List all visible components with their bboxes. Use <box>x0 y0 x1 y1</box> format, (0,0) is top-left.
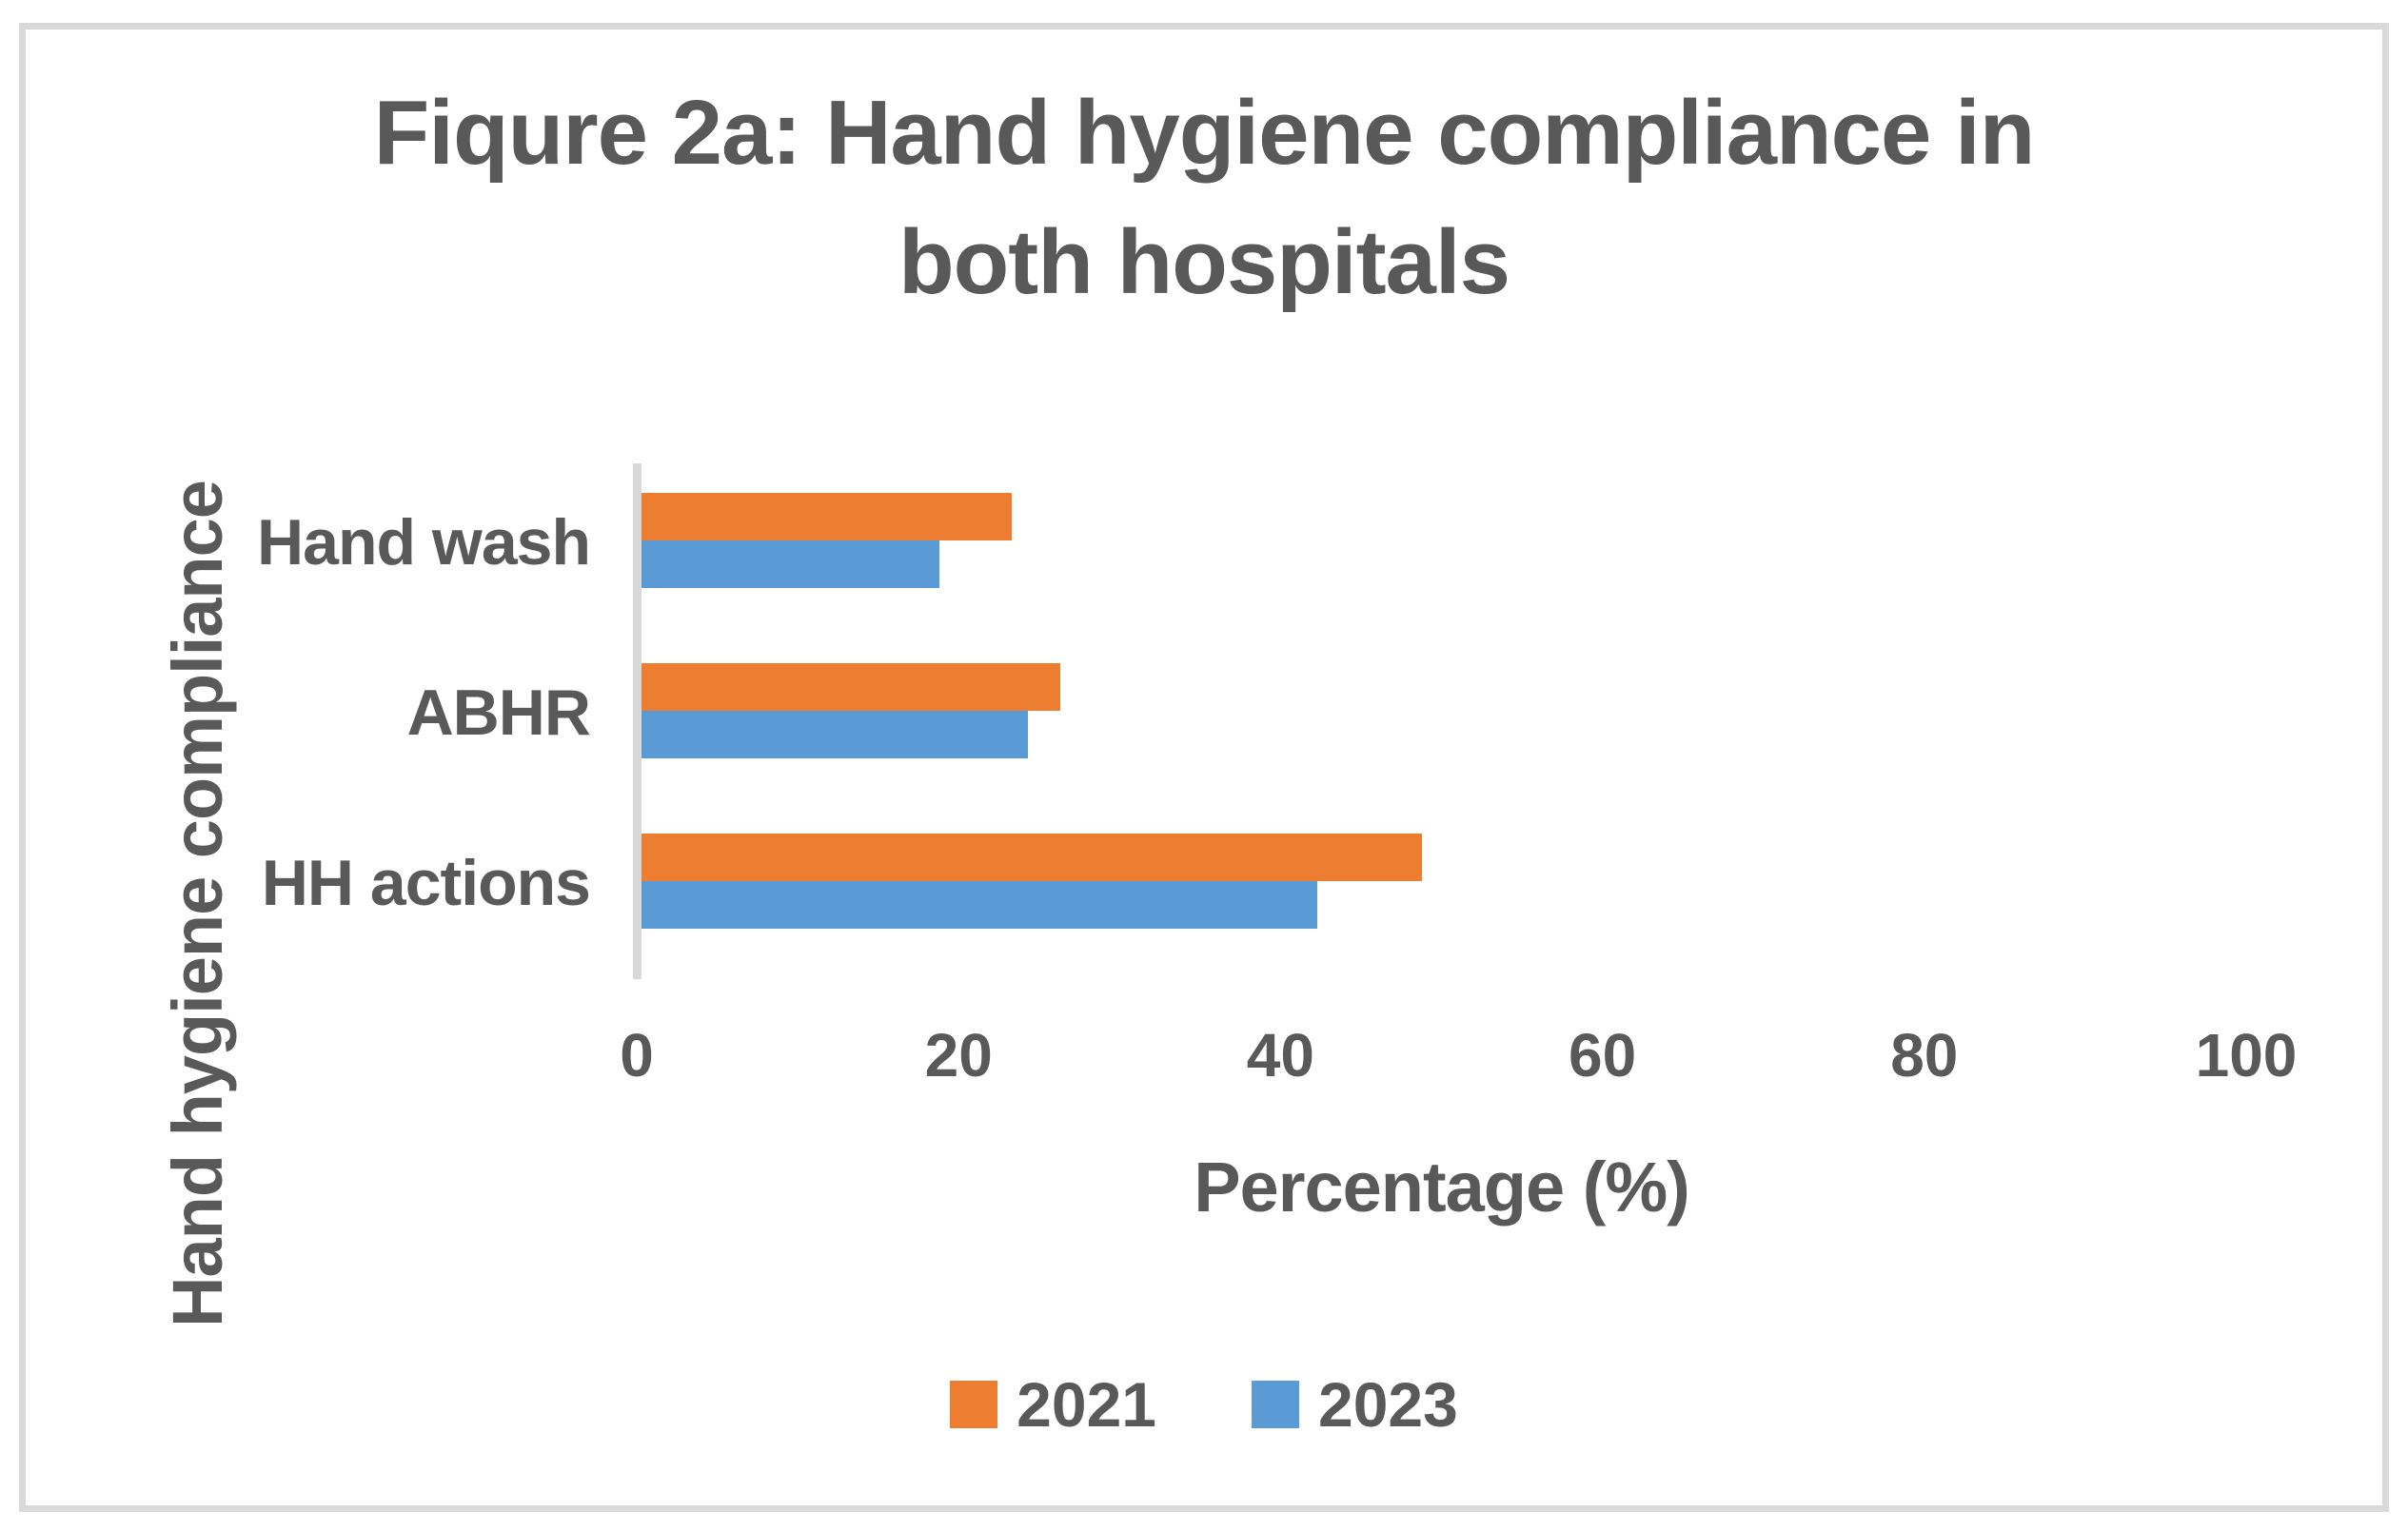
legend-label-2021: 2021 <box>1016 1369 1156 1440</box>
bar-2021-hh-actions <box>641 833 1423 881</box>
bar-2023-abhr <box>641 710 1028 758</box>
x-tick-80: 80 <box>1890 1021 1959 1089</box>
x-tick-60: 60 <box>1569 1021 1637 1089</box>
x-axis-title: Percentage (%) <box>1194 1148 1690 1227</box>
bar-2021-hand-wash <box>641 492 1012 540</box>
legend-item-2021: 2021 <box>950 1368 1156 1441</box>
chart-title-line-1: Fiqure 2a: Hand hygiene compliance in <box>373 82 2036 184</box>
x-tick-0: 0 <box>620 1021 654 1089</box>
figure-border <box>19 23 2389 1512</box>
category-label-hh-actions: HH actions <box>261 846 591 919</box>
legend-item-2023: 2023 <box>1252 1368 1458 1441</box>
chart-title: Fiqure 2a: Hand hygiene compliance in bo… <box>0 69 2408 328</box>
category-label-abhr: ABHR <box>406 676 591 749</box>
x-tick-100: 100 <box>2195 1021 2298 1089</box>
x-tick-20: 20 <box>924 1021 993 1089</box>
legend-swatch-2023 <box>1252 1381 1299 1428</box>
category-label-hand-wash: Hand wash <box>257 505 591 579</box>
legend: 2021 2023 <box>0 1368 2408 1441</box>
legend-swatch-2021 <box>950 1381 998 1428</box>
legend-label-2023: 2023 <box>1318 1369 1458 1440</box>
bar-2023-hand-wash <box>641 540 939 588</box>
y-axis-title: Hand hygiene compliance <box>158 481 237 1327</box>
bar-2023-hh-actions <box>641 880 1318 929</box>
x-tick-40: 40 <box>1246 1021 1314 1089</box>
chart-title-line-2: both hospitals <box>898 211 1510 314</box>
y-axis-line <box>633 463 641 979</box>
bar-2021-abhr <box>641 662 1060 711</box>
